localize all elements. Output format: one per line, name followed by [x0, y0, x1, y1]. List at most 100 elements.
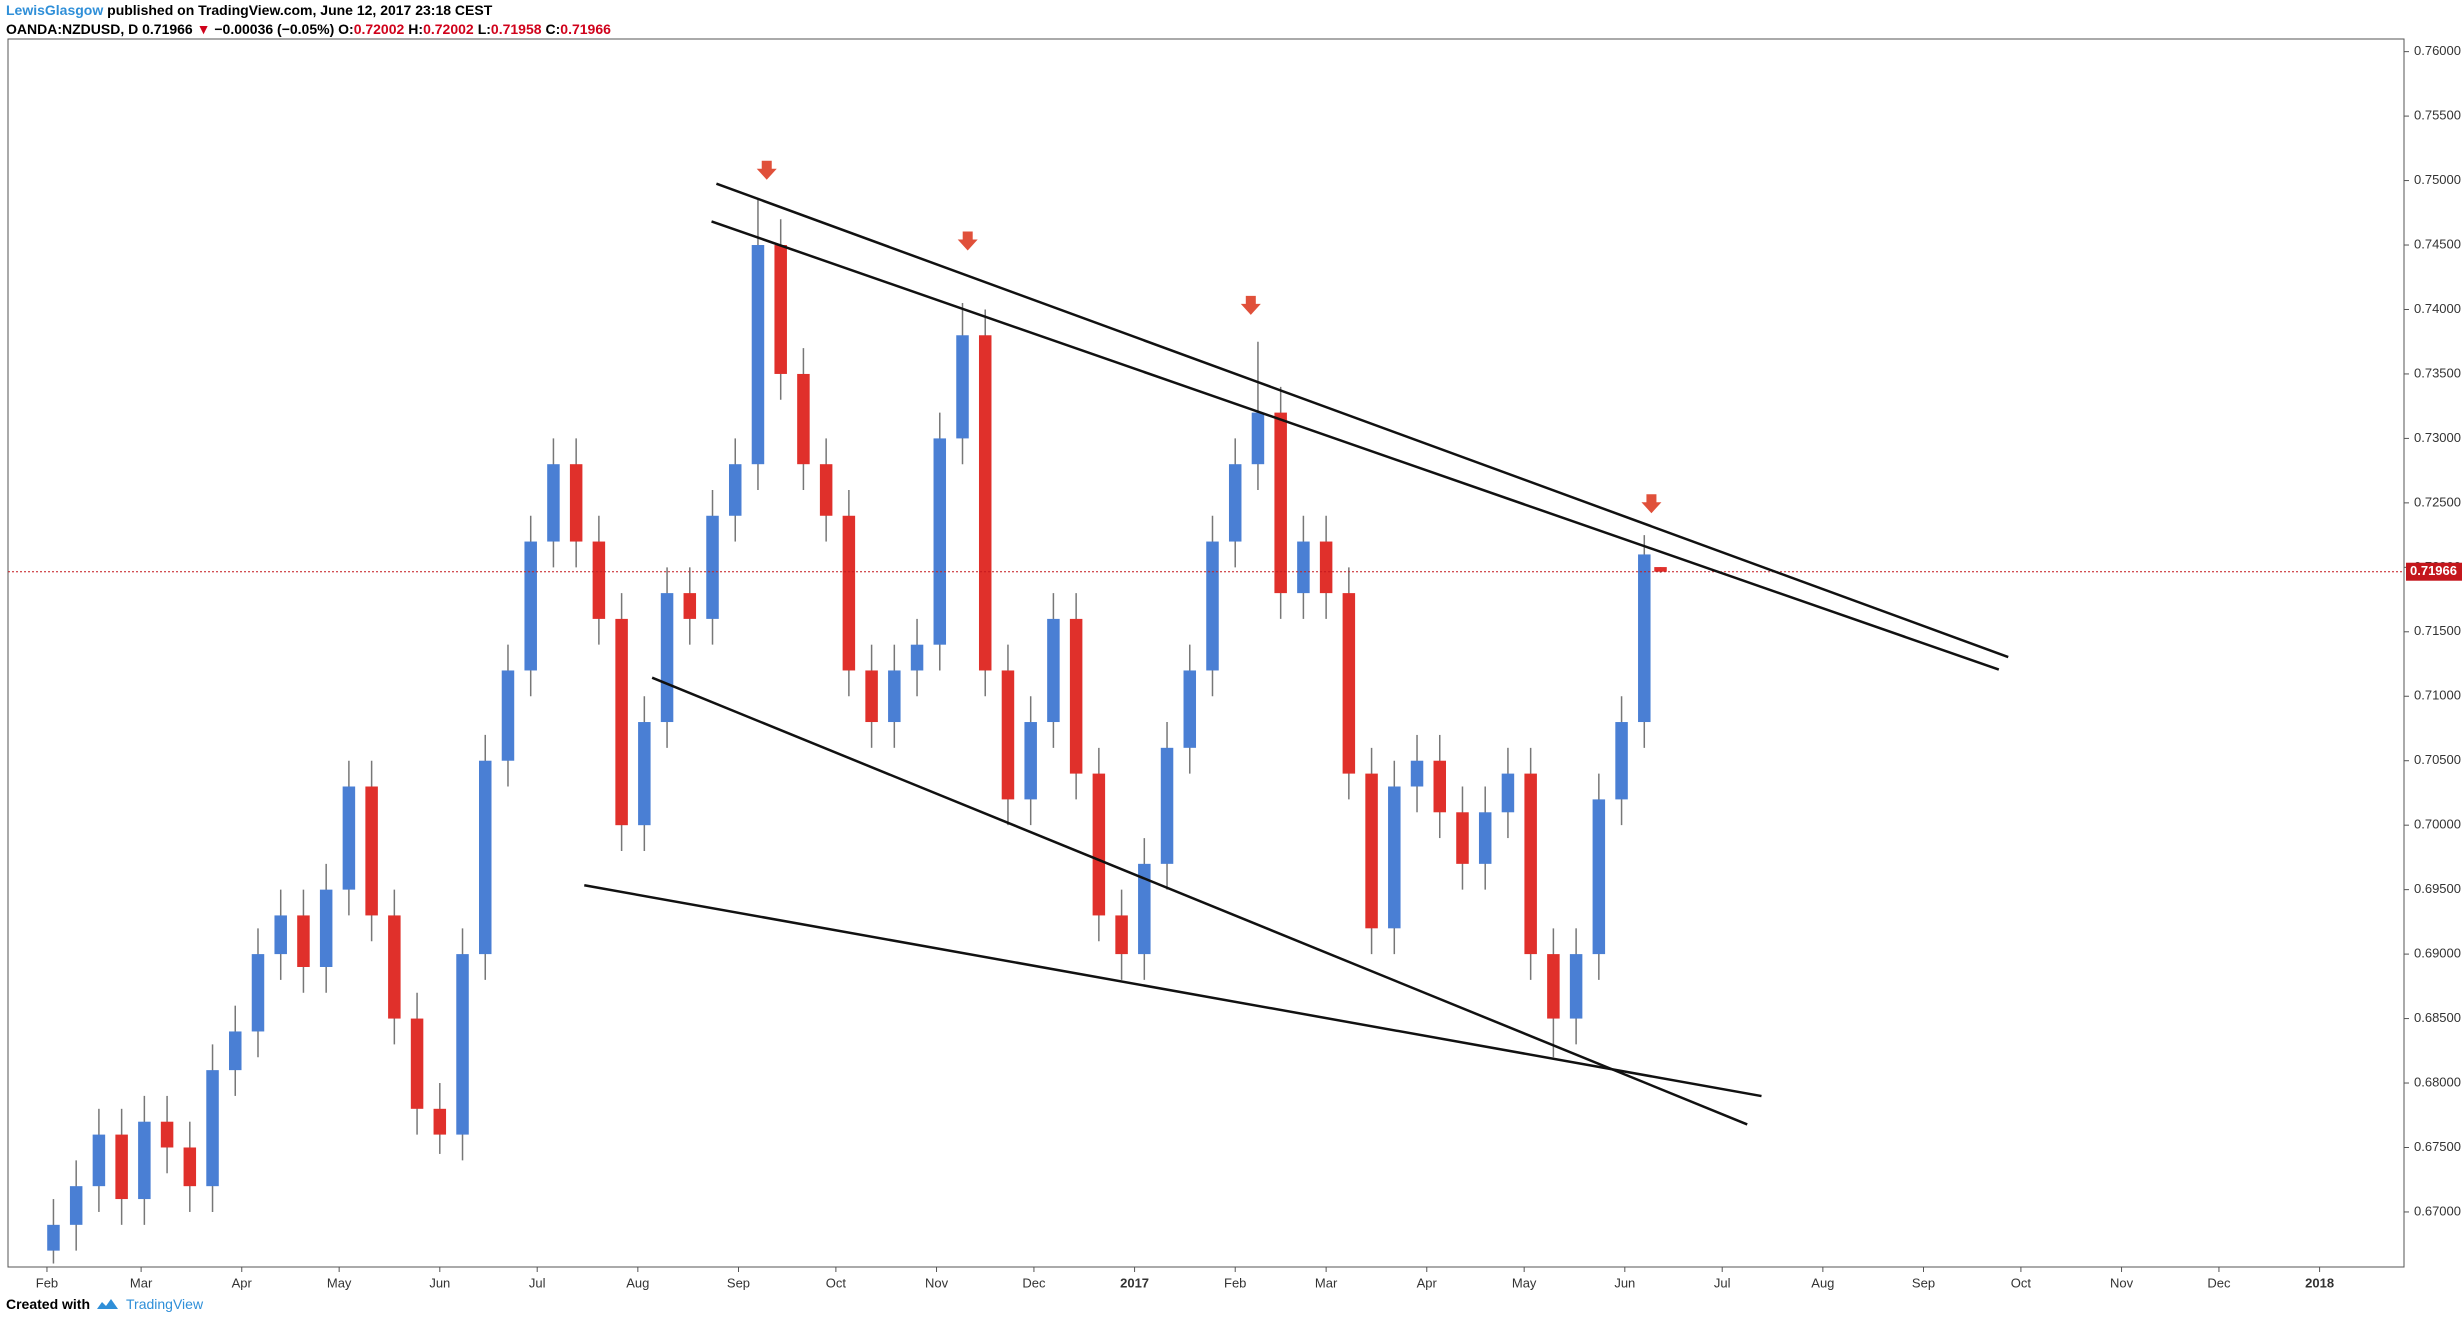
- ohlc-value: 0.71966: [560, 21, 611, 37]
- candle-body: [456, 954, 469, 1135]
- change-arrow: ▼: [196, 21, 211, 37]
- last-price-label: 0.71966: [2410, 563, 2457, 578]
- y-tick-label: 0.75000: [2414, 172, 2461, 187]
- ohlc-label: L:: [477, 21, 491, 37]
- candle-body: [910, 644, 924, 671]
- candle-body: [1547, 954, 1560, 1019]
- candle-body: [865, 670, 878, 723]
- y-tick-label: 0.71000: [2414, 688, 2461, 703]
- x-tick-label: 2018: [2305, 1275, 2334, 1290]
- candle-body: [728, 464, 742, 516]
- trend-line: [584, 884, 1762, 1098]
- candle-body: [1365, 773, 1378, 929]
- candle-body: [1228, 464, 1242, 542]
- x-tick-label: Dec: [1022, 1275, 1046, 1290]
- change: −0.00036 (−0.05%): [214, 21, 335, 37]
- ohlc: O:0.72002 H:0.72002 L:0.71958 C:0.71966: [338, 21, 615, 37]
- candle-body: [183, 1147, 197, 1187]
- candle-body: [138, 1121, 151, 1200]
- x-tick-label: Aug: [626, 1275, 649, 1290]
- y-tick-label: 0.73500: [2414, 365, 2461, 380]
- candle-body: [1569, 954, 1583, 1019]
- arrow-marker: [957, 231, 978, 251]
- candle-body: [1478, 812, 1492, 864]
- y-tick-label: 0.76000: [2414, 43, 2461, 58]
- candle-body: [706, 515, 719, 619]
- candle-body: [1615, 722, 1628, 800]
- candle-body: [888, 670, 901, 723]
- candle-body: [47, 1224, 60, 1251]
- tradingview-link[interactable]: TradingView: [97, 1296, 204, 1312]
- y-tick-label: 0.71500: [2414, 623, 2461, 638]
- arrow-marker: [1641, 494, 1662, 514]
- candle-body: [547, 464, 560, 542]
- x-tick-label: Sep: [727, 1275, 750, 1290]
- candle-body: [751, 245, 765, 465]
- y-tick-label: 0.73000: [2414, 430, 2461, 445]
- candle-body: [615, 618, 628, 826]
- y-tick-label: 0.69500: [2414, 881, 2461, 896]
- candle-body: [251, 954, 265, 1032]
- candle-body: [1654, 567, 1667, 572]
- x-tick-label: Jun: [1614, 1275, 1635, 1290]
- plot-frame: [7, 38, 2405, 1268]
- brand: TradingView: [126, 1296, 204, 1312]
- x-tick-label: Jul: [1714, 1275, 1731, 1290]
- candle-body: [524, 541, 537, 671]
- y-tick-label: 0.74000: [2414, 301, 2461, 316]
- x-tick-label: Mar: [1315, 1275, 1338, 1290]
- x-tick-label: Feb: [1224, 1275, 1246, 1290]
- candle-body: [1410, 760, 1424, 787]
- candle-body: [1024, 722, 1037, 800]
- y-tick-label: 0.68000: [2414, 1074, 2461, 1089]
- candle-body: [229, 1031, 242, 1071]
- publish-line: LewisGlasgow published on TradingView.co…: [6, 2, 492, 18]
- y-tick-label: 0.69000: [2414, 946, 2461, 961]
- trend-line: [651, 676, 1748, 1126]
- candle-body: [660, 593, 674, 723]
- last-value: 0.71966: [142, 21, 193, 37]
- candle-body: [1047, 618, 1060, 723]
- trend-line: [711, 220, 2000, 671]
- candle-body: [1001, 670, 1015, 800]
- candle-body: [842, 515, 856, 671]
- candle-body: [1069, 618, 1083, 774]
- candle-body: [479, 760, 492, 955]
- arrow-marker: [756, 160, 777, 180]
- footer: Created with TradingView: [6, 1296, 203, 1312]
- x-tick-label: Jun: [429, 1275, 450, 1290]
- symbol-line: OANDA:NZDUSD, D 0.71966 ▼ −0.00036 (−0.0…: [6, 21, 615, 37]
- candle-body: [1115, 915, 1128, 955]
- candle-body: [1456, 812, 1469, 864]
- candle-body: [1138, 863, 1151, 955]
- candle-body: [365, 786, 378, 916]
- candle-body: [319, 889, 333, 967]
- y-tick-label: 0.68500: [2414, 1010, 2461, 1025]
- x-tick-label: Oct: [826, 1275, 847, 1290]
- x-tick-label: Aug: [1811, 1275, 1834, 1290]
- candle-body: [92, 1134, 106, 1187]
- candle-body: [297, 915, 310, 967]
- candle-body: [1160, 747, 1174, 864]
- y-tick-label: 0.74500: [2414, 236, 2461, 251]
- candle-body: [388, 915, 401, 1019]
- ohlc-value: 0.72002: [353, 21, 405, 37]
- candle-body: [69, 1186, 83, 1225]
- y-tick-label: 0.72500: [2414, 494, 2461, 509]
- symbol: OANDA:NZDUSD, D: [6, 21, 139, 37]
- candle-body: [797, 373, 810, 465]
- trend-line: [715, 182, 2009, 659]
- author[interactable]: LewisGlasgow: [6, 2, 104, 18]
- x-tick-label: May: [327, 1275, 352, 1290]
- x-tick-label: Nov: [2110, 1275, 2134, 1290]
- candle-body: [206, 1070, 219, 1187]
- y-tick-label: 0.67000: [2414, 1203, 2461, 1218]
- ohlc-label: O:: [338, 21, 354, 37]
- ohlc-value: 0.72002: [423, 21, 474, 37]
- x-tick-label: Apr: [1417, 1275, 1438, 1290]
- candle-body: [1592, 799, 1606, 955]
- created-with: Created with: [6, 1296, 91, 1312]
- marks: 0.67000 0.67500 0.68000 0.68500 0.69000 0.695…: [8, 43, 2462, 1290]
